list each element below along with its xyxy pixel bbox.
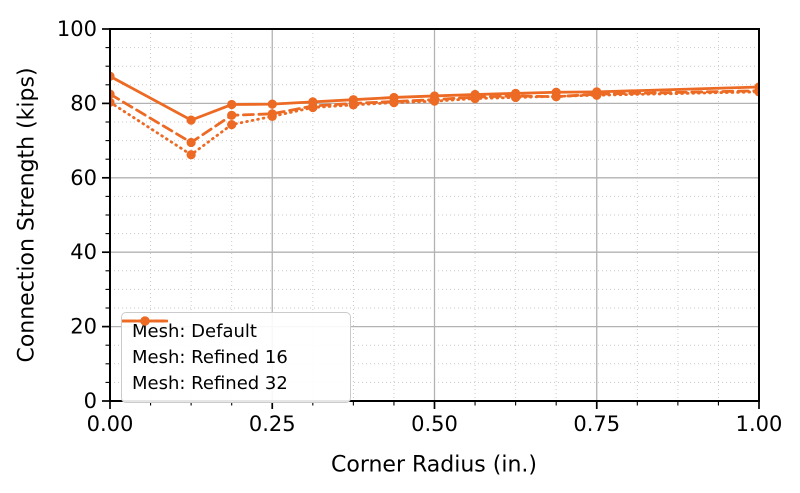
x-tick-label: 1.00 (736, 412, 783, 436)
data-point-marker (267, 111, 277, 122)
data-point-marker (227, 99, 237, 110)
x-axis-title: Corner Radius (in.) (331, 452, 537, 478)
data-point-marker (227, 120, 237, 130)
y-tick-label: 80 (70, 91, 97, 115)
data-point-marker (592, 90, 602, 100)
data-point-marker (110, 97, 115, 107)
data-point-marker (186, 137, 196, 148)
data-point-marker (348, 100, 358, 110)
legend-label: Mesh: Default (132, 321, 257, 342)
y-axis-title: Connection Strength (kips) (14, 67, 40, 363)
data-point-marker (754, 87, 759, 97)
x-tick-label: 0.00 (87, 412, 134, 436)
y-tick-label: 40 (70, 240, 97, 264)
x-tick-label: 0.25 (249, 412, 296, 436)
data-point-marker (551, 91, 561, 101)
y-tick-label: 20 (70, 315, 97, 339)
data-point-marker (389, 98, 399, 108)
legend-label: Mesh: Refined 32 (132, 373, 288, 394)
series-dotted (110, 87, 759, 160)
data-point-marker (227, 110, 237, 120)
x-tick-label: 0.75 (573, 412, 620, 436)
legend-dotted-line-icon (122, 316, 168, 326)
y-tick-label: 0 (84, 389, 97, 413)
data-point-marker (429, 96, 440, 106)
data-point-marker (470, 93, 480, 104)
data-point-marker (186, 115, 196, 125)
data-point-marker (110, 71, 115, 81)
data-point-marker (186, 150, 196, 160)
y-tick-label: 100 (57, 17, 97, 41)
legend-item: Mesh: Refined 32 (122, 316, 338, 394)
data-point-marker (267, 99, 277, 109)
y-tick-label: 60 (70, 166, 97, 190)
x-tick-label: 0.50 (411, 412, 458, 436)
data-point-marker (511, 92, 521, 103)
legend: Mesh: Default Mesh: Refined 16 Mesh: Refin… (121, 312, 351, 403)
data-point-marker (110, 89, 115, 99)
data-point-marker (308, 102, 318, 113)
legend-label: Mesh: Refined 16 (132, 347, 288, 368)
legend-item: Mesh: Refined 16 (122, 316, 338, 368)
